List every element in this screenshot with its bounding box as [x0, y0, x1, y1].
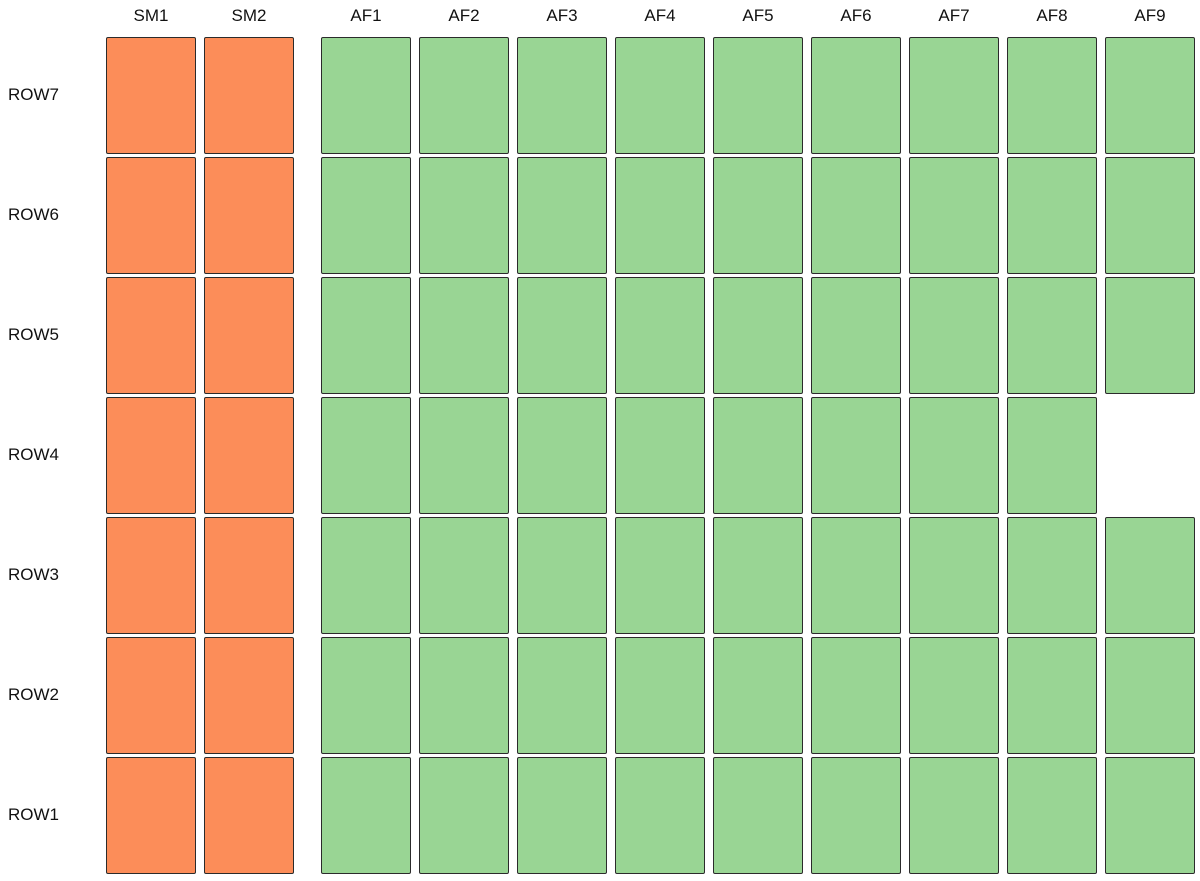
cell-row1-af9 [1105, 757, 1195, 874]
cell-row3-af9 [1105, 517, 1195, 634]
cell-row6-sm1 [106, 157, 196, 274]
cell-row5-af6 [811, 277, 901, 394]
cell-row4-sm1 [106, 397, 196, 514]
row-label-row5: ROW5 [8, 324, 59, 344]
cell-row6-af9 [1105, 157, 1195, 274]
cell-row1-sm1 [106, 757, 196, 874]
cell-row5-af5 [713, 277, 803, 394]
cell-row4-af5 [713, 397, 803, 514]
column-header-af3: AF3 [546, 6, 578, 25]
cell-row5-af7 [909, 277, 999, 394]
cell-row4-af4 [615, 397, 705, 514]
cell-row6-af4 [615, 157, 705, 274]
column-header-af5: AF5 [742, 6, 774, 25]
cell-row7-af1 [321, 37, 411, 154]
cell-row7-af8 [1007, 37, 1097, 154]
column-header-af8: AF8 [1036, 6, 1068, 25]
cell-row4-af1 [321, 397, 411, 514]
column-header-af4: AF4 [644, 6, 676, 25]
cell-row5-af9 [1105, 277, 1195, 394]
cell-row3-af6 [811, 517, 901, 634]
row-label-row1: ROW1 [8, 804, 59, 824]
cell-row4-af7 [909, 397, 999, 514]
cell-row2-af5 [713, 637, 803, 754]
cell-row1-af6 [811, 757, 901, 874]
cell-row1-af4 [615, 757, 705, 874]
cell-row3-af5 [713, 517, 803, 634]
cell-row6-sm2 [204, 157, 294, 274]
cell-row6-af6 [811, 157, 901, 274]
cell-row3-af3 [517, 517, 607, 634]
cell-row2-sm1 [106, 637, 196, 754]
cell-row5-af2 [419, 277, 509, 394]
cell-row5-sm2 [204, 277, 294, 394]
cell-row1-af2 [419, 757, 509, 874]
cell-row4-af8 [1007, 397, 1097, 514]
cell-row7-af4 [615, 37, 705, 154]
cell-row5-af1 [321, 277, 411, 394]
row-label-row7: ROW7 [8, 84, 59, 104]
column-header-af7: AF7 [938, 6, 970, 25]
cell-row5-sm1 [106, 277, 196, 394]
cell-row2-af2 [419, 637, 509, 754]
cell-row7-af7 [909, 37, 999, 154]
cell-row3-af8 [1007, 517, 1097, 634]
cell-row7-af2 [419, 37, 509, 154]
cell-row1-sm2 [204, 757, 294, 874]
cell-row4-af6 [811, 397, 901, 514]
cell-row1-af8 [1007, 757, 1097, 874]
cell-row2-af4 [615, 637, 705, 754]
cell-row2-af9 [1105, 637, 1195, 754]
cell-row7-sm1 [106, 37, 196, 154]
cell-row6-af8 [1007, 157, 1097, 274]
row-label-row2: ROW2 [8, 684, 59, 704]
cell-row7-af6 [811, 37, 901, 154]
cell-row2-af3 [517, 637, 607, 754]
cell-row2-sm2 [204, 637, 294, 754]
cell-row6-af1 [321, 157, 411, 274]
cell-row3-af1 [321, 517, 411, 634]
column-header-af2: AF2 [448, 6, 480, 25]
cell-row4-af3 [517, 397, 607, 514]
row-label-row3: ROW3 [8, 564, 59, 584]
cell-row6-af7 [909, 157, 999, 274]
column-header-sm1: SM1 [133, 6, 169, 25]
column-header-af6: AF6 [840, 6, 872, 25]
cell-row7-sm2 [204, 37, 294, 154]
cell-row2-af1 [321, 637, 411, 754]
cell-row1-af5 [713, 757, 803, 874]
cell-row1-af1 [321, 757, 411, 874]
cell-row3-af2 [419, 517, 509, 634]
cell-row6-af5 [713, 157, 803, 274]
cell-row5-af4 [615, 277, 705, 394]
cell-row3-sm2 [204, 517, 294, 634]
cell-row3-sm1 [106, 517, 196, 634]
column-header-af9: AF9 [1134, 6, 1166, 25]
cell-row3-af7 [909, 517, 999, 634]
cell-row4-af2 [419, 397, 509, 514]
cell-row5-af8 [1007, 277, 1097, 394]
cell-row7-af3 [517, 37, 607, 154]
cell-row2-af8 [1007, 637, 1097, 754]
cell-row2-af6 [811, 637, 901, 754]
cell-row4-sm2 [204, 397, 294, 514]
column-header-af1: AF1 [350, 6, 382, 25]
cell-row1-af3 [517, 757, 607, 874]
row-label-row6: ROW6 [8, 204, 59, 224]
cell-row5-af3 [517, 277, 607, 394]
cell-row2-af7 [909, 637, 999, 754]
cell-row7-af9 [1105, 37, 1195, 154]
column-header-sm2: SM2 [231, 6, 267, 25]
row-label-row4: ROW4 [8, 444, 59, 464]
cell-row6-af3 [517, 157, 607, 274]
cell-row7-af5 [713, 37, 803, 154]
cell-row3-af4 [615, 517, 705, 634]
cell-row6-af2 [419, 157, 509, 274]
cell-row1-af7 [909, 757, 999, 874]
